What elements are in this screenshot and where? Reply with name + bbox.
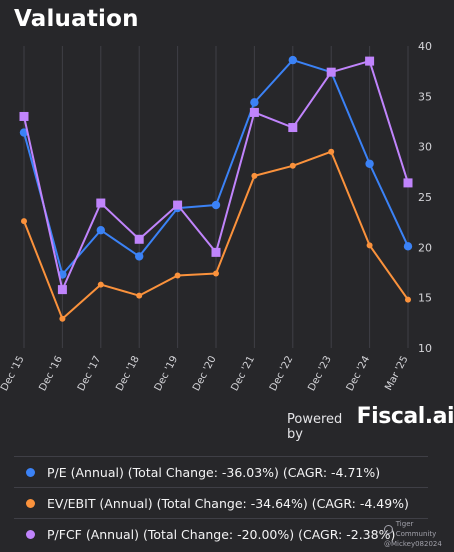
data-point [366, 242, 373, 249]
legend-label: EV/EBIT (Annual) (Total Change: -34.64%)… [47, 495, 409, 511]
watermark-community: Tiger Community [395, 520, 437, 538]
data-point [134, 234, 144, 244]
data-point [365, 159, 374, 168]
legend-item: P/E (Annual) (Total Change: -36.03%) (CA… [14, 456, 428, 487]
y-tick-label: 15 [418, 292, 432, 305]
data-point [136, 292, 143, 299]
legend-swatch [26, 467, 35, 477]
data-point [328, 148, 335, 155]
y-tick-label: 10 [418, 342, 432, 355]
chart-series [19, 55, 413, 322]
data-point [96, 198, 106, 208]
data-point [326, 67, 336, 77]
chart-title: Valuation [14, 6, 139, 32]
series-2 [21, 148, 411, 322]
x-tick-label: Dec '23 [306, 354, 334, 393]
legend-swatch [26, 498, 35, 508]
data-point [403, 242, 413, 251]
data-point [251, 172, 258, 179]
tiger-logo-icon [384, 524, 393, 534]
x-tick-label: Mar '25 [383, 354, 410, 392]
data-point [403, 178, 413, 188]
data-point [174, 272, 181, 279]
x-tick-label: Dec '20 [191, 354, 219, 393]
series-3 [19, 56, 413, 295]
legend-swatch [26, 529, 35, 539]
data-point [97, 281, 104, 288]
y-tick-label: 30 [418, 141, 432, 154]
data-point [213, 270, 219, 277]
data-point [135, 252, 144, 261]
data-point [59, 315, 66, 322]
data-point [57, 285, 67, 295]
watermark: Tiger Community @Mickey082024 [384, 519, 454, 549]
data-point [250, 98, 259, 107]
legend-label: P/FCF (Annual) (Total Change: -20.00%) (… [47, 526, 396, 542]
x-axis-ticks: Dec '15 Dec '16 Dec '17 Dec '18 Dec '19 Dec '… [0, 354, 411, 393]
legend-item: EV/EBIT (Annual) (Total Change: -34.64%)… [14, 487, 428, 518]
x-tick-label: Dec '21 [229, 354, 257, 393]
y-tick-label: 35 [418, 90, 432, 103]
x-tick-label: Dec '15 [0, 354, 27, 393]
data-point [21, 218, 27, 225]
data-point [211, 247, 221, 257]
y-tick-label: 40 [418, 40, 432, 53]
y-axis-ticks: 10 15 20 25 30 35 40 [418, 40, 432, 355]
data-point [288, 123, 298, 133]
x-tick-label: Dec '16 [37, 354, 65, 393]
data-point [289, 162, 296, 169]
chart-legend: P/E (Annual) (Total Change: -36.03%) (CA… [14, 456, 428, 549]
data-point [288, 55, 297, 65]
powered-by: Powered by Fiscal.ai [287, 404, 454, 442]
x-tick-label: Dec '22 [268, 354, 296, 393]
x-tick-label: Dec '24 [345, 354, 373, 393]
fiscal-ai-logo: Fiscal.ai [356, 404, 454, 429]
data-point [249, 107, 259, 117]
data-point [173, 200, 183, 210]
x-tick-label: Dec '19 [153, 354, 181, 393]
x-tick-label: Dec '18 [114, 354, 142, 393]
watermark-user: @Mickey082024 [384, 540, 442, 548]
legend-item: P/FCF (Annual) (Total Change: -20.00%) (… [14, 518, 428, 549]
y-tick-label: 25 [418, 191, 432, 204]
data-point [211, 200, 221, 210]
legend-label: P/E (Annual) (Total Change: -36.03%) (CA… [47, 464, 381, 480]
data-point [19, 111, 29, 121]
y-tick-label: 20 [418, 241, 432, 254]
powered-by-label: Powered by [287, 412, 343, 442]
data-point [365, 56, 375, 66]
x-tick-label: Dec '17 [76, 354, 104, 393]
data-point [96, 226, 106, 235]
data-point [405, 296, 411, 303]
